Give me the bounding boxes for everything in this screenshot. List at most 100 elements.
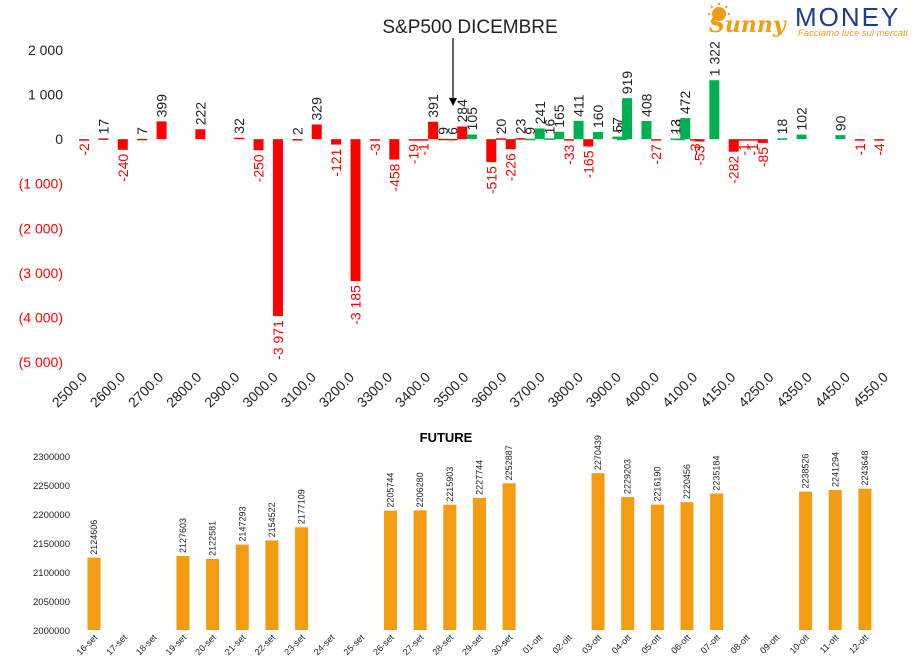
bar-value-label: -19	[406, 144, 422, 164]
future-bar-value-label: 2241294	[830, 452, 840, 487]
bar-value-label: 222	[192, 102, 208, 126]
future-x-tick-label: 23-set	[282, 632, 307, 657]
bar	[748, 139, 759, 141]
bar-value-label: 165	[551, 104, 567, 128]
bar-value-label: 408	[638, 93, 654, 117]
bar	[331, 139, 342, 145]
bar-value-label: 329	[309, 97, 325, 121]
bar-value-label: 32	[231, 118, 247, 134]
future-x-tick-label: 12-ott	[847, 632, 871, 656]
future-bar	[176, 555, 190, 630]
y-tick-label: 0	[55, 131, 63, 147]
bar-value-label: -2	[76, 143, 92, 156]
chart-title: S&P500 DICEMBRE	[382, 17, 557, 38]
bar-value-label: 2	[289, 127, 305, 135]
bar-value-label: 90	[832, 115, 848, 131]
bar	[418, 139, 429, 141]
bar	[505, 139, 516, 150]
bar	[369, 139, 380, 141]
bar-value-label: -3 971	[270, 320, 286, 360]
bar-value-label: 20	[493, 118, 509, 134]
bar	[272, 139, 283, 317]
future-y-tick-label: 2300000	[33, 452, 70, 463]
bar	[777, 138, 788, 140]
bar	[709, 80, 720, 140]
future-bar-value-label: 2177109	[297, 489, 307, 524]
y-tick-label: (2 000)	[19, 220, 63, 236]
bar-value-label: 284	[454, 99, 470, 123]
future-x-tick-label: 05-ott	[639, 632, 663, 656]
bar	[728, 139, 739, 152]
future-x-tick-label: 01-ott	[521, 632, 545, 656]
future-x-tick-label: 21-set	[223, 632, 248, 657]
bar	[835, 135, 846, 140]
bar	[195, 129, 206, 140]
future-y-tick-label: 2200000	[33, 510, 70, 521]
bar	[573, 120, 584, 140]
bar-value-label: 16	[541, 119, 557, 135]
bar	[534, 128, 545, 140]
future-bar-value-label: 2206280	[415, 472, 425, 507]
future-bar	[472, 497, 486, 630]
bar	[466, 134, 477, 140]
future-x-tick-label: 10-ott	[788, 632, 812, 656]
future-bar	[413, 510, 427, 630]
bar	[253, 139, 264, 151]
bar	[292, 139, 303, 141]
bar	[389, 139, 400, 160]
bar-value-label: 9	[435, 127, 451, 135]
bar-value-label: 102	[794, 107, 810, 131]
future-x-tick-label: 22-set	[253, 632, 278, 657]
bar	[738, 139, 749, 141]
future-bar	[206, 558, 220, 630]
future-bars-layer: 2124606 2127603 2122581 2147293 2154522 21771…	[87, 435, 872, 630]
future-bar-value-label: 2216190	[652, 467, 662, 502]
future-x-tick-label: 29-set	[460, 632, 485, 657]
future-bar	[384, 510, 397, 630]
future-bar-value-label: 2122581	[208, 521, 218, 556]
future-bar-value-label: 2205744	[386, 473, 396, 508]
bar	[854, 139, 865, 141]
future-bar-value-label: 2220456	[682, 464, 692, 499]
future-x-tick-label: 28-set	[430, 632, 455, 657]
future-x-tick-label: 03-ott	[580, 632, 604, 656]
bar	[622, 98, 633, 140]
current-price-arrow	[449, 38, 457, 106]
future-bar	[799, 491, 813, 630]
bar	[525, 138, 536, 141]
sunny-money-logo: Sunny MONEY Facciamo luce sui mercati	[705, 2, 919, 39]
bar-value-label: 391	[425, 94, 441, 118]
bar-value-label: -1	[745, 143, 761, 156]
future-x-tick-label: 04-ott	[610, 632, 634, 656]
y-tick-label: (4 000)	[19, 309, 63, 325]
future-x-tick-label: 16-set	[75, 632, 100, 657]
bar-value-label: -1	[415, 143, 431, 156]
future-bar-value-label: 2124606	[89, 520, 99, 555]
bar	[554, 131, 565, 140]
bar	[680, 118, 691, 140]
future-x-tick-label: 17-set	[104, 632, 129, 657]
bar-value-label: 9	[522, 127, 538, 135]
bar-value-label: 23	[512, 118, 528, 134]
bar-value-label: -27	[648, 144, 664, 164]
bar	[428, 121, 439, 140]
bar	[156, 121, 167, 140]
bar	[234, 137, 245, 140]
future-y-tick-label: 2250000	[33, 481, 70, 492]
bar	[495, 138, 506, 140]
bar-value-label: -240	[115, 154, 131, 182]
future-bar	[650, 504, 664, 630]
future-bar	[680, 502, 694, 630]
logo-tagline: Facciamo luce sui mercati	[798, 28, 909, 38]
future-bar	[295, 527, 309, 630]
y-tick-label: 2 000	[28, 42, 63, 58]
future-x-tick-label: 18-set	[134, 632, 159, 657]
bar	[757, 139, 768, 143]
logo-sunny-text: Sunny	[709, 12, 788, 38]
bar-value-label: 6	[444, 127, 460, 135]
bar-value-label: 399	[154, 94, 170, 118]
future-y-tick-label: 2000000	[33, 626, 70, 637]
bar-value-label: 57	[609, 117, 625, 133]
future-bar	[235, 544, 249, 630]
